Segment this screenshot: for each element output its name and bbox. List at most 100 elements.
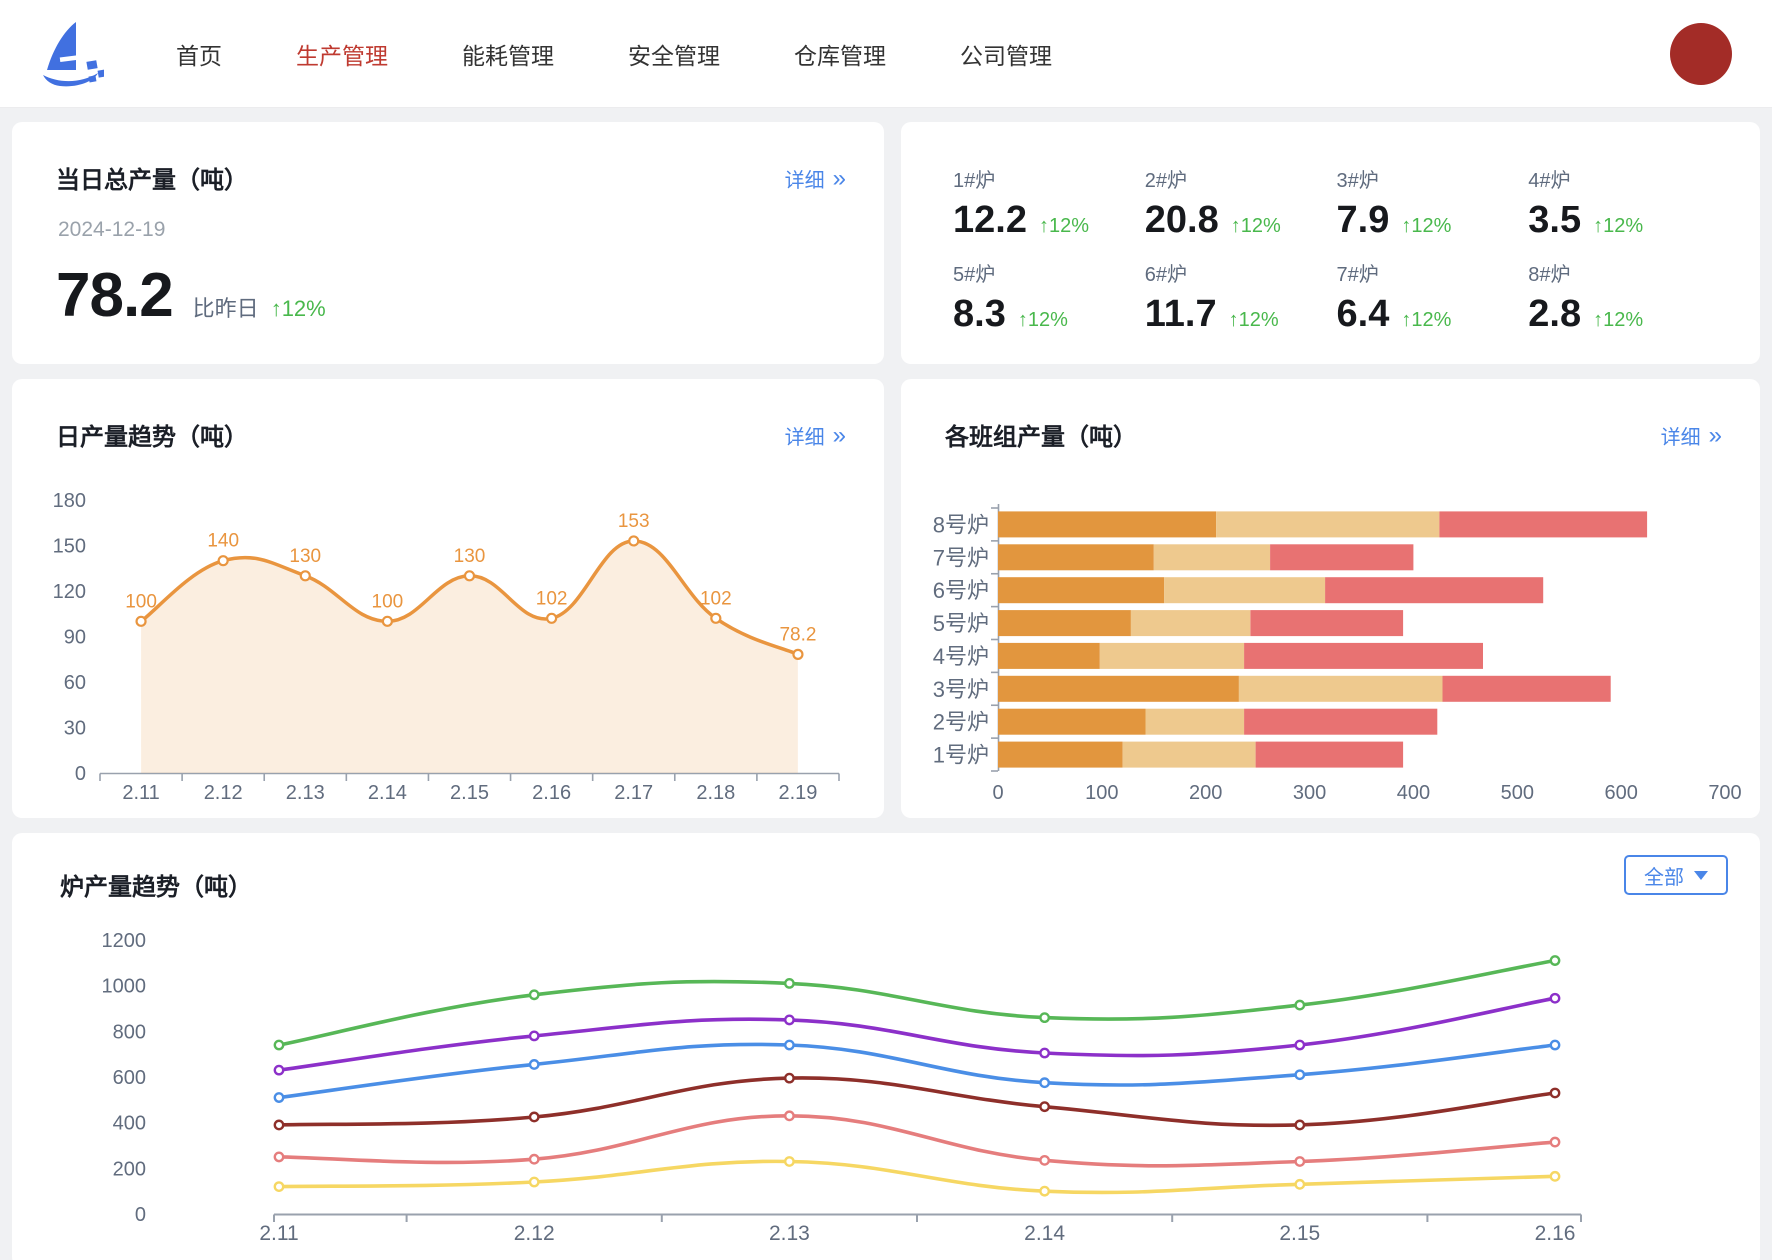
- svg-text:2.13: 2.13: [769, 1222, 810, 1245]
- svg-text:500: 500: [1501, 782, 1534, 804]
- team-output-title: 各班组产量（吨）: [945, 424, 1137, 451]
- furnace-filter-dropdown[interactable]: 全部: [1624, 855, 1728, 895]
- row-kpi: 当日总产量（吨） 详细 » 2024-12-19 78.2 比昨日 ↑12% 1…: [12, 122, 1760, 364]
- svg-text:90: 90: [64, 627, 86, 649]
- furnace-stat: 5#炉 8.3 ↑12%: [953, 258, 1145, 336]
- nav-item-5[interactable]: 公司管理: [960, 42, 1052, 69]
- svg-text:60: 60: [64, 672, 86, 694]
- compare-label: 比昨日: [192, 296, 259, 321]
- nav-item-1[interactable]: 生产管理: [296, 42, 388, 69]
- svg-text:0: 0: [135, 1204, 146, 1226]
- svg-text:100: 100: [372, 591, 404, 612]
- double-chevron-icon: »: [1708, 421, 1722, 449]
- svg-text:1000: 1000: [102, 976, 147, 998]
- svg-text:0: 0: [75, 763, 86, 785]
- svg-text:2.14: 2.14: [1024, 1222, 1065, 1245]
- dashboard-main: 当日总产量（吨） 详细 » 2024-12-19 78.2 比昨日 ↑12% 1…: [0, 108, 1772, 1260]
- total-output-delta: ↑12%: [270, 296, 326, 321]
- svg-text:102: 102: [536, 588, 568, 609]
- furnace-stat-delta: ↑12%: [1401, 309, 1452, 331]
- double-chevron-icon: »: [832, 421, 846, 449]
- furnace-stat-label: 7#炉: [1336, 264, 1379, 286]
- up-arrow-icon: ↑: [1593, 215, 1604, 237]
- team-output-detail-link[interactable]: 详细 »: [1660, 421, 1722, 449]
- svg-text:2.11: 2.11: [259, 1222, 298, 1245]
- report-date: 2024-12-19: [58, 218, 166, 241]
- svg-text:200: 200: [1189, 782, 1222, 804]
- furnace-stat-delta: ↑12%: [1401, 215, 1452, 237]
- svg-text:800: 800: [113, 1021, 146, 1043]
- furnace-stat-value: 8.3: [953, 293, 1006, 335]
- nav-item-2[interactable]: 能耗管理: [462, 42, 554, 69]
- svg-text:150: 150: [53, 536, 86, 558]
- double-chevron-icon: »: [832, 164, 846, 192]
- svg-text:2.11: 2.11: [122, 782, 159, 804]
- nav-item-4[interactable]: 仓库管理: [794, 42, 886, 69]
- svg-text:5号炉: 5号炉: [933, 611, 989, 636]
- svg-text:600: 600: [1604, 782, 1637, 804]
- team-output-card: 各班组产量（吨） 详细 » 8号炉 7号炉 6号炉 5号炉 4号炉 3号炉 2号炉 1号炉 0 1…: [901, 379, 1760, 818]
- furnace-trend-chart: 0 200 400 600 800 1000 1200 2.11 2.12 2.13 2.14 2.1…: [102, 930, 1582, 1245]
- svg-text:140: 140: [207, 531, 239, 552]
- furnace-stat: 7#炉 6.4 ↑12%: [1337, 258, 1529, 336]
- svg-text:1200: 1200: [102, 930, 147, 952]
- daily-trend-card: 日产量趋势（吨） 详细 » 0 30 60 90 120 150 180 2.11 2.12 2.…: [12, 379, 884, 818]
- up-arrow-icon: ↑: [1228, 309, 1239, 331]
- nav-item-3[interactable]: 安全管理: [628, 42, 720, 69]
- furnace-stat: 6#炉 11.7 ↑12%: [1145, 258, 1337, 336]
- svg-text:2.16: 2.16: [532, 782, 571, 804]
- furnace-stat-delta: ↑12%: [1593, 309, 1644, 331]
- svg-text:2.15: 2.15: [1279, 1222, 1320, 1245]
- furnace-stat: 4#炉 3.5 ↑12%: [1528, 164, 1720, 242]
- furnace-stat-label: 3#炉: [1336, 170, 1379, 192]
- nav-menu: 首页 生产管理 能耗管理 安全管理 仓库管理 公司管理: [176, 37, 1052, 71]
- furnace-stat: 3#炉 7.9 ↑12%: [1337, 164, 1529, 242]
- furnace-stat-label: 6#炉: [1144, 264, 1187, 286]
- svg-text:78.2: 78.2: [779, 624, 816, 645]
- nav-item-0[interactable]: 首页: [176, 42, 222, 69]
- daily-trend-detail-link[interactable]: 详细 »: [784, 421, 846, 449]
- svg-text:1号炉: 1号炉: [933, 743, 989, 768]
- furnace-stat-value: 12.2: [953, 199, 1027, 241]
- furnace-stat-delta: ↑12%: [1593, 215, 1644, 237]
- up-arrow-icon: ↑: [1017, 309, 1028, 331]
- svg-text:180: 180: [53, 490, 86, 512]
- svg-text:400: 400: [1397, 782, 1430, 804]
- furnace-stat-value: 7.9: [1336, 199, 1390, 241]
- furnace-stat-value: 11.7: [1144, 293, 1217, 335]
- total-output-detail-link[interactable]: 详细 »: [784, 164, 846, 192]
- svg-text:2.15: 2.15: [450, 782, 489, 804]
- row-charts: 日产量趋势（吨） 详细 » 0 30 60 90 120 150 180 2.11 2.12 2.…: [12, 379, 1760, 818]
- svg-text:600: 600: [113, 1067, 146, 1089]
- user-avatar[interactable]: [1670, 22, 1732, 85]
- furnace-stat-label: 4#炉: [1528, 170, 1571, 192]
- svg-text:102: 102: [700, 588, 732, 609]
- row-trend: 0 200 400 600 800 1000 1200 2.11 2.12 2.13 2.14 2.1…: [12, 833, 1760, 1260]
- furnace-stat: 8#炉 2.8 ↑12%: [1528, 258, 1720, 336]
- furnace-stat-label: 5#炉: [953, 264, 996, 286]
- svg-text:2.12: 2.12: [514, 1222, 555, 1245]
- furnace-stat: 2#炉 20.8 ↑12%: [1145, 164, 1337, 242]
- furnace-stats-card: 1#炉 12.2 ↑12% 2#炉 20.8 ↑12% 3#炉 7.9 ↑12% 4#炉 3.5 ↑1…: [901, 122, 1760, 364]
- furnace-stat-delta: ↑12%: [1230, 215, 1281, 237]
- svg-text:7号炉: 7号炉: [933, 545, 989, 570]
- svg-text:130: 130: [289, 546, 321, 567]
- svg-text:2.17: 2.17: [614, 782, 653, 804]
- svg-text:4号炉: 4号炉: [933, 644, 989, 669]
- svg-text:2.13: 2.13: [286, 782, 325, 804]
- caret-down-icon: [1694, 870, 1708, 880]
- svg-text:120: 120: [53, 581, 86, 603]
- svg-text:2.18: 2.18: [696, 782, 735, 804]
- svg-text:200: 200: [113, 1158, 146, 1180]
- up-arrow-icon: ↑: [1401, 309, 1412, 331]
- svg-text:2.12: 2.12: [204, 782, 243, 804]
- furnace-stats-grid: 1#炉 12.2 ↑12% 2#炉 20.8 ↑12% 3#炉 7.9 ↑12% 4#炉 3.5 ↑1…: [953, 164, 1720, 336]
- furnace-stat-value: 3.5: [1528, 199, 1582, 241]
- total-output-value-row: 78.2 比昨日 ↑12%: [56, 260, 326, 331]
- top-nav: 首页 生产管理 能耗管理 安全管理 仓库管理 公司管理: [0, 0, 1772, 108]
- furnace-trend-title: 炉产量趋势（吨）: [60, 874, 252, 901]
- svg-text:0: 0: [992, 782, 1003, 804]
- svg-text:153: 153: [618, 511, 650, 532]
- svg-text:3号炉: 3号炉: [933, 677, 989, 702]
